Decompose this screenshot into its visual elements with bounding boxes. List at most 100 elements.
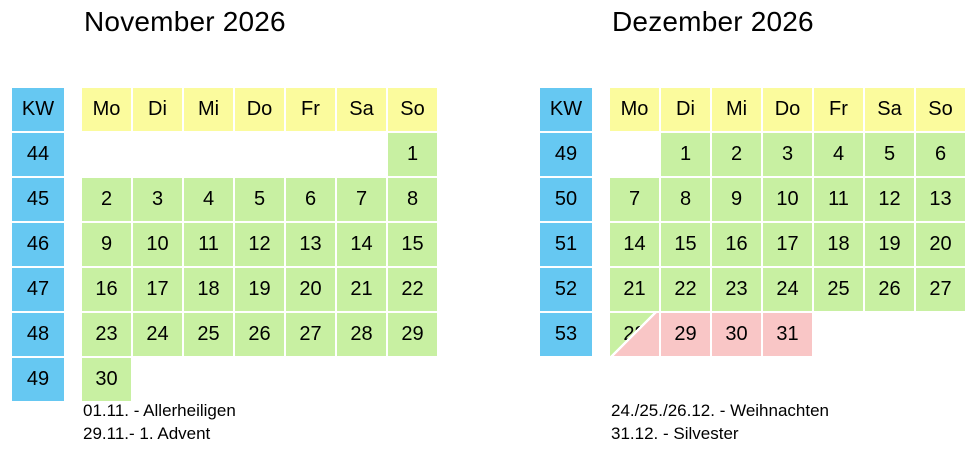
week-number-cell: 49	[540, 133, 592, 176]
month-title: November 2026	[84, 6, 286, 37]
empty-day-cell	[388, 358, 437, 401]
day-cell: 1	[661, 133, 710, 176]
empty-day-cell	[82, 133, 131, 176]
day-cell: 3	[763, 133, 812, 176]
day-cell: 31	[763, 313, 812, 356]
day-cell: 10	[763, 178, 812, 221]
day-cell: 22	[388, 268, 437, 311]
day-cell: 6	[286, 178, 335, 221]
day-header-cell: Sa	[865, 88, 914, 131]
day-cell: 24	[133, 313, 182, 356]
empty-day-cell	[337, 133, 386, 176]
day-header-cell: Fr	[814, 88, 863, 131]
day-header-cell: Fr	[286, 88, 335, 131]
day-cell: 9	[82, 223, 131, 266]
week-number-cell: 52	[540, 268, 592, 311]
holiday-note: 24./25./26.12. - Weihnachten	[611, 401, 830, 420]
week-number-cell: 51	[540, 223, 592, 266]
day-cell: 10	[133, 223, 182, 266]
day-cell: 23	[712, 268, 761, 311]
day-cell: 17	[133, 268, 182, 311]
week-number-column: KW 49 50 51 52 53	[540, 88, 592, 356]
day-cell: 18	[814, 223, 863, 266]
week-number-cell: 48	[12, 313, 64, 356]
empty-day-cell	[286, 358, 335, 401]
empty-day-cell	[133, 133, 182, 176]
week-number-cell: 46	[12, 223, 64, 266]
day-header-cell: So	[916, 88, 965, 131]
day-cell: 28	[610, 313, 659, 356]
week-number-header: KW	[540, 88, 592, 131]
day-cell: 4	[814, 133, 863, 176]
day-cell: 13	[286, 223, 335, 266]
day-cell: 14	[610, 223, 659, 266]
day-cell: 8	[388, 178, 437, 221]
empty-day-cell	[814, 313, 863, 356]
day-cell: 3	[133, 178, 182, 221]
month-section-november: November 2026 KW 44 45 46 47 48 49 Mo Di Mi Do Fr S…	[12, 0, 442, 452]
empty-day-cell	[133, 358, 182, 401]
day-cell: 12	[235, 223, 284, 266]
day-cell: 27	[286, 313, 335, 356]
calendar-grid: Mo Di Mi Do Fr Sa So 1 2 3 4 5 6 7 8 9 10 11 12 13 14 15 16 17 1…	[610, 88, 965, 356]
day-cell: 21	[610, 268, 659, 311]
day-cell: 5	[235, 178, 284, 221]
day-cell: 28	[337, 313, 386, 356]
day-cell: 4	[184, 178, 233, 221]
day-cell: 7	[610, 178, 659, 221]
week-number-cell: 49	[12, 358, 64, 401]
calendar-grid: Mo Di Mi Do Fr Sa So 1 2 3 4 5 6 7 8 9 10 11 12 13 14 15 16 17 1…	[82, 88, 437, 401]
day-cell: 30	[82, 358, 131, 401]
empty-day-cell	[184, 358, 233, 401]
day-header-cell: So	[388, 88, 437, 131]
holiday-notes: 01.11. - Allerheiligen 29.11.- 1. Advent	[83, 399, 236, 445]
day-cell: 20	[916, 223, 965, 266]
day-cell: 29	[661, 313, 710, 356]
week-number-cell: 47	[12, 268, 64, 311]
day-cell: 2	[712, 133, 761, 176]
day-header-cell: Do	[235, 88, 284, 131]
day-cell: 7	[337, 178, 386, 221]
holiday-note: 01.11. - Allerheiligen	[83, 401, 236, 420]
day-cell: 6	[916, 133, 965, 176]
holiday-note: 31.12. - Silvester	[611, 424, 739, 443]
week-number-header: KW	[12, 88, 64, 131]
empty-day-cell	[610, 133, 659, 176]
empty-day-cell	[235, 133, 284, 176]
empty-day-cell	[235, 358, 284, 401]
day-header-cell: Do	[763, 88, 812, 131]
week-number-cell: 44	[12, 133, 64, 176]
day-cell: 25	[814, 268, 863, 311]
day-cell: 16	[712, 223, 761, 266]
week-number-cell: 50	[540, 178, 592, 221]
week-number-cell: 53	[540, 313, 592, 356]
day-cell: 11	[184, 223, 233, 266]
day-header-cell: Sa	[337, 88, 386, 131]
day-cell: 19	[865, 223, 914, 266]
day-cell: 14	[337, 223, 386, 266]
day-header-cell: Mi	[184, 88, 233, 131]
holiday-note: 29.11.- 1. Advent	[83, 424, 211, 443]
day-header-cell: Di	[133, 88, 182, 131]
day-cell: 26	[865, 268, 914, 311]
day-cell: 16	[82, 268, 131, 311]
month-section-december: Dezember 2026 KW 49 50 51 52 53 Mo Di Mi Do Fr Sa S…	[540, 0, 970, 452]
day-cell: 26	[235, 313, 284, 356]
day-cell: 15	[661, 223, 710, 266]
day-cell: 8	[661, 178, 710, 221]
day-cell: 1	[388, 133, 437, 176]
day-cell: 30	[712, 313, 761, 356]
month-title: Dezember 2026	[612, 6, 814, 37]
day-cell: 12	[865, 178, 914, 221]
day-cell: 20	[286, 268, 335, 311]
week-number-cell: 45	[12, 178, 64, 221]
day-cell: 27	[916, 268, 965, 311]
day-cell: 17	[763, 223, 812, 266]
empty-day-cell	[286, 133, 335, 176]
day-cell: 29	[388, 313, 437, 356]
day-cell: 25	[184, 313, 233, 356]
day-header-cell: Di	[661, 88, 710, 131]
empty-day-cell	[916, 313, 965, 356]
day-cell: 9	[712, 178, 761, 221]
